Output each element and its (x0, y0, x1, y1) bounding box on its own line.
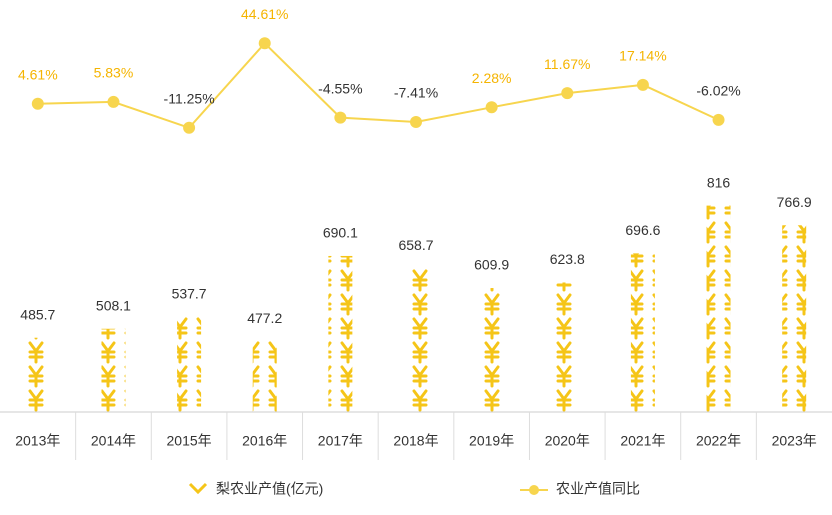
bar (479, 288, 504, 412)
x-tick-label: 2016年 (242, 433, 287, 449)
bar (328, 255, 353, 412)
bar-value-label: 485.7 (20, 306, 55, 322)
line-point (410, 115, 422, 128)
line-point (334, 111, 347, 124)
line-value-label: 2.28% (472, 70, 512, 86)
line-value-label: -6.02% (696, 83, 740, 99)
bar-value-label: 690.1 (323, 225, 358, 241)
legend-label: 农业产值同比 (556, 481, 640, 497)
line-value-label: 11.67% (544, 56, 590, 72)
x-tick-label: 2022年 (696, 433, 741, 449)
x-tick-label: 2023年 (772, 433, 817, 449)
legend-symbol (529, 485, 539, 495)
line-point (561, 87, 574, 100)
x-tick-label: 2017年 (318, 433, 363, 449)
bar-value-label: 696.6 (625, 222, 660, 238)
bar (177, 316, 202, 412)
bar-value-label: 658.7 (398, 237, 433, 253)
line (37, 41, 719, 129)
bar (252, 341, 277, 412)
line-value-label: 17.14% (619, 48, 666, 64)
x-tick-label: 2014年 (91, 433, 136, 449)
x-tick-label: 2018年 (393, 433, 438, 449)
line-value-label: -4.55% (318, 80, 362, 96)
bar (25, 337, 50, 412)
bar (706, 205, 731, 412)
bar (555, 282, 580, 412)
bar-value-label: 477.2 (247, 310, 282, 326)
line-value-label: -7.41% (394, 85, 438, 101)
legend-symbol (188, 482, 208, 495)
line-point (712, 113, 725, 126)
x-tick-label: 2020年 (545, 433, 590, 449)
legend-label: 梨农业产值(亿元) (216, 481, 323, 497)
line-point (183, 121, 196, 134)
x-tick-label: 2019年 (469, 433, 514, 449)
bar (404, 268, 428, 412)
bar-value-label: 537.7 (172, 286, 207, 302)
x-tick-label: 2013年 (15, 433, 60, 449)
bar-value-label: 816 (707, 174, 731, 190)
bar-value-label: 508.1 (96, 297, 131, 313)
line-value-label: 5.83% (94, 65, 134, 81)
line-point (485, 101, 498, 114)
line-value-label: 44.61% (241, 6, 288, 22)
bar (630, 253, 655, 412)
bar-value-label: 766.9 (777, 194, 812, 210)
line-value-label: 4.61% (18, 66, 58, 82)
x-tick-label: 2021年 (620, 433, 665, 449)
line-point (636, 78, 649, 91)
line-point (258, 37, 271, 50)
line-point (107, 95, 120, 108)
x-tick-label: 2015年 (167, 433, 212, 449)
line-value-label: -11.25% (164, 90, 215, 106)
bar-value-label: 609.9 (474, 257, 509, 273)
line-point (31, 97, 44, 110)
bar (782, 225, 807, 412)
bar-value-label: 623.8 (550, 251, 585, 267)
bar (101, 328, 126, 412)
